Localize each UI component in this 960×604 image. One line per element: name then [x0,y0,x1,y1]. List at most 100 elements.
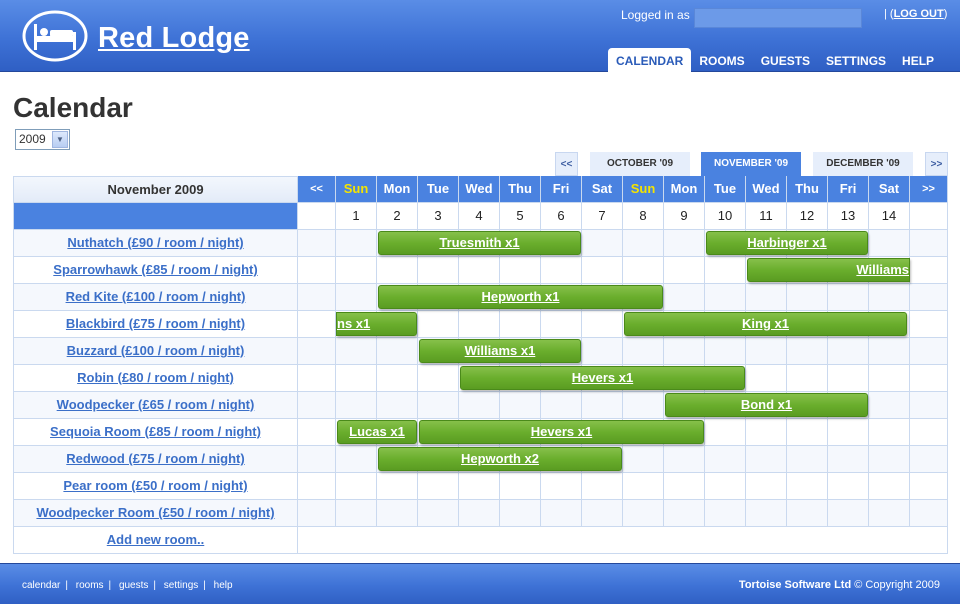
day-cell[interactable] [377,338,418,365]
day-cell[interactable] [869,419,910,446]
day-cell[interactable] [787,446,828,473]
day-cell[interactable] [869,230,910,257]
day-cell[interactable] [298,311,336,338]
room-link[interactable]: Woodpecker Room (£50 / room / night) [36,505,275,520]
day-cell[interactable] [869,500,910,527]
day-cell[interactable] [910,392,948,419]
day-cell[interactable] [664,230,705,257]
day-cell[interactable] [298,500,336,527]
day-cell[interactable] [910,284,948,311]
day-cell[interactable] [910,446,948,473]
day-cell[interactable] [664,257,705,284]
day-cell[interactable] [298,365,336,392]
booking-bar[interactable]: Harbinger x1 [706,231,868,255]
day-cell[interactable] [623,500,664,527]
day-cell[interactable] [623,446,664,473]
day-cell[interactable] [459,392,500,419]
day-cell[interactable] [336,473,377,500]
calendar-prev-button[interactable]: << [298,176,336,203]
nav-tab-calendar[interactable]: CALENDAR [608,48,692,72]
day-cell[interactable] [828,446,869,473]
day-cell[interactable] [336,338,377,365]
add-room-link[interactable]: Add new room.. [106,532,205,547]
day-cell[interactable] [582,230,623,257]
day-cell[interactable] [582,338,623,365]
day-cell[interactable] [746,365,787,392]
day-cell[interactable] [623,473,664,500]
day-cell[interactable] [869,473,910,500]
calendar-next-button[interactable]: >> [910,176,948,203]
booking-bar[interactable]: Truesmith x1 [378,231,581,255]
day-cell[interactable] [541,311,582,338]
day-cell[interactable] [336,365,377,392]
day-cell[interactable] [582,473,623,500]
booking-bar[interactable]: King x1 [624,312,907,336]
day-cell[interactable] [582,500,623,527]
booking-bar[interactable]: Hevers x1 [460,366,745,390]
logout-link[interactable]: LOG OUT [893,8,944,20]
day-cell[interactable] [541,392,582,419]
room-link[interactable]: Sparrowhawk (£85 / room / night) [53,262,258,277]
day-cell[interactable] [298,473,336,500]
day-cell[interactable] [828,473,869,500]
room-link[interactable]: Redwood (£75 / room / night) [66,451,245,466]
day-cell[interactable] [705,446,746,473]
day-cell[interactable] [298,230,336,257]
room-link[interactable]: Woodpecker (£65 / room / night) [56,397,255,412]
day-cell[interactable] [459,473,500,500]
day-cell[interactable] [664,446,705,473]
day-cell[interactable] [828,500,869,527]
day-cell[interactable] [787,500,828,527]
day-cell[interactable] [869,338,910,365]
day-cell[interactable] [746,419,787,446]
day-cell[interactable] [336,392,377,419]
day-cell[interactable] [377,257,418,284]
day-cell[interactable] [623,230,664,257]
day-cell[interactable] [746,338,787,365]
footer-link-calendar[interactable]: calendar [22,580,61,591]
room-link[interactable]: Sequoia Room (£85 / room / night) [50,424,261,439]
day-cell[interactable] [623,392,664,419]
day-cell[interactable] [336,230,377,257]
day-cell[interactable] [418,257,459,284]
booking-bar[interactable]: Williams [747,258,910,282]
day-cell[interactable] [910,365,948,392]
day-cell[interactable] [377,392,418,419]
day-cell[interactable] [541,257,582,284]
day-cell[interactable] [910,500,948,527]
day-cell[interactable] [869,446,910,473]
day-cell[interactable] [418,392,459,419]
day-cell[interactable] [459,500,500,527]
booking-bar[interactable]: Hepworth x2 [378,447,622,471]
day-cell[interactable] [459,257,500,284]
footer-link-settings[interactable]: settings [163,580,199,591]
booking-bar[interactable]: Bond x1 [665,393,868,417]
day-cell[interactable] [582,392,623,419]
booking-bar[interactable]: Hepworth x1 [378,285,663,309]
day-cell[interactable] [336,257,377,284]
day-cell[interactable] [664,473,705,500]
day-cell[interactable] [500,311,541,338]
day-cell[interactable] [664,284,705,311]
prev-month-tab[interactable]: OCTOBER '09 [590,152,690,176]
day-cell[interactable] [298,446,336,473]
booking-bar[interactable]: Williams x1 [419,339,581,363]
room-link[interactable]: Red Kite (£100 / room / night) [65,289,246,304]
day-cell[interactable] [377,365,418,392]
day-cell[interactable] [746,500,787,527]
room-link[interactable]: Blackbird (£75 / room / night) [65,316,246,331]
nav-tab-help[interactable]: HELP [902,54,935,68]
day-cell[interactable] [869,392,910,419]
nav-tab-settings[interactable]: SETTINGS [826,54,887,68]
footer-link-guests[interactable]: guests [118,580,149,591]
day-cell[interactable] [500,392,541,419]
day-cell[interactable] [787,284,828,311]
day-cell[interactable] [377,473,418,500]
day-cell[interactable] [298,392,336,419]
day-cell[interactable] [623,257,664,284]
room-link[interactable]: Buzzard (£100 / room / night) [66,343,245,358]
day-cell[interactable] [869,284,910,311]
booking-bar[interactable]: Lucas x1 [337,420,417,444]
room-link[interactable]: Pear room (£50 / room / night) [63,478,248,493]
day-cell[interactable] [664,500,705,527]
